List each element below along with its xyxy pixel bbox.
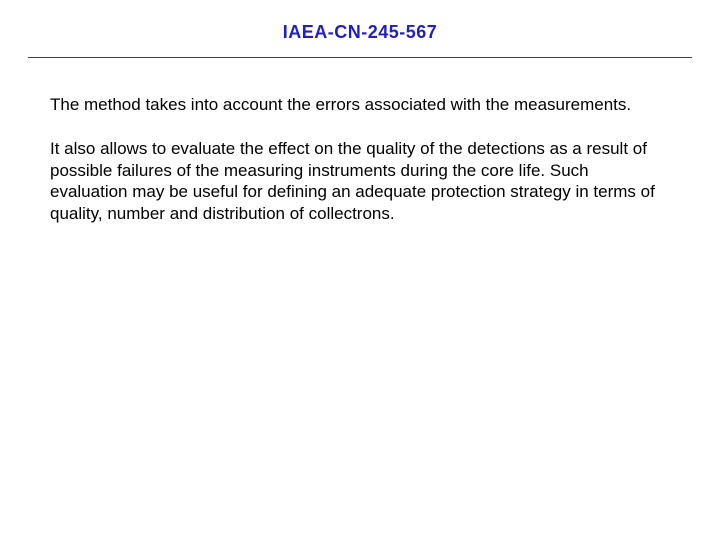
document-code-title: IAEA-CN-245-567: [0, 22, 720, 43]
paragraph-2: It also allows to evaluate the effect on…: [50, 138, 670, 225]
body-content: The method takes into account the errors…: [0, 58, 720, 225]
paragraph-1: The method takes into account the errors…: [50, 94, 670, 116]
header: IAEA-CN-245-567: [0, 0, 720, 58]
